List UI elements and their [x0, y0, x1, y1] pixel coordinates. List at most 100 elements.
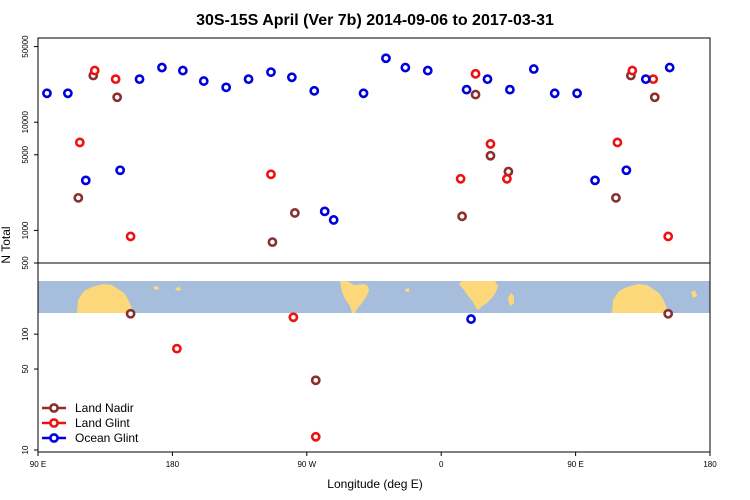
data-point — [42, 88, 52, 99]
data-point — [243, 74, 254, 85]
y-tick-label: 5000 — [21, 145, 30, 163]
data-point — [664, 62, 675, 73]
data-point — [640, 74, 651, 85]
data-point — [549, 88, 560, 99]
legend-label: Ocean Glint — [75, 431, 139, 445]
data-point — [470, 68, 481, 79]
land-shape — [175, 287, 181, 291]
y-tick-label: 1000 — [21, 221, 30, 239]
land-shape — [77, 284, 133, 313]
map-ocean — [38, 281, 710, 313]
data-point — [125, 231, 136, 242]
data-point — [286, 72, 297, 83]
legend-marker — [49, 403, 59, 413]
data-point — [288, 312, 299, 323]
chart-title: 30S-15S April (Ver 7b) 2014-09-06 to 201… — [196, 12, 554, 29]
data-point — [125, 308, 136, 319]
land-shape — [459, 281, 498, 310]
y-tick-label: 50 — [21, 364, 30, 373]
land-shape — [612, 284, 668, 313]
data-point — [381, 53, 391, 64]
data-point — [266, 169, 276, 180]
x-tick-label: 90 E — [30, 460, 46, 469]
data-point — [504, 84, 515, 95]
data-point — [485, 150, 496, 161]
data-point — [89, 65, 100, 76]
data-point — [157, 62, 167, 73]
data-point — [590, 175, 600, 186]
data-point — [627, 65, 638, 76]
data-point — [198, 76, 209, 86]
data-point — [171, 343, 182, 354]
data-point — [663, 231, 674, 242]
data-point — [502, 173, 512, 184]
map-land — [77, 281, 697, 313]
data-point — [266, 67, 276, 78]
land-shape — [691, 290, 697, 298]
data-point — [310, 431, 321, 442]
x-axis-label: Longitude (deg E) — [327, 477, 422, 491]
data-point — [649, 92, 660, 103]
lower-panel-frame — [37, 262, 711, 453]
data-point — [648, 74, 659, 85]
data-point — [528, 64, 539, 74]
x-tick-label: 90 W — [297, 460, 316, 469]
data-point — [485, 139, 496, 149]
lower-points — [125, 308, 674, 442]
data-point — [358, 88, 369, 99]
x-tick-label: 90 E — [567, 460, 583, 469]
data-point — [328, 215, 339, 225]
x-tick-label: 180 — [166, 460, 180, 469]
data-point — [115, 165, 126, 176]
y-tick-label: 100 — [21, 327, 30, 341]
data-point — [611, 192, 621, 203]
y-axis-label: N Total — [0, 226, 13, 263]
legend-marker — [49, 418, 59, 428]
data-point — [221, 82, 232, 93]
land-shape — [508, 293, 514, 306]
x-axis: 90 E 180 90 W 0 90 E 180 — [30, 452, 717, 469]
data-point — [457, 211, 468, 222]
y-tick-label: 10 — [21, 445, 30, 454]
upper-panel-frame — [37, 37, 711, 264]
x-tick-label: 180 — [703, 460, 717, 469]
x-tick-label: 0 — [439, 460, 444, 469]
data-point — [482, 74, 493, 85]
land-shape — [340, 281, 369, 313]
data-point — [267, 237, 278, 248]
land-shape — [153, 286, 159, 290]
data-point — [177, 65, 188, 76]
data-point — [470, 89, 481, 100]
y-tick-label: 500 — [21, 256, 30, 270]
data-point — [73, 192, 84, 203]
data-point — [134, 74, 145, 85]
legend-label: Land Glint — [75, 416, 130, 430]
data-point — [400, 62, 411, 73]
data-point — [319, 206, 330, 217]
data-point — [80, 175, 91, 186]
upper-y-axis: 50000 10000 5000 1000 500 — [21, 35, 38, 270]
data-point — [422, 65, 433, 76]
y-tick-label: 50000 — [21, 35, 30, 58]
data-point — [310, 375, 321, 386]
data-point — [572, 88, 582, 99]
lower-y-axis: 100 50 10 — [21, 327, 38, 454]
map-strip — [38, 281, 710, 313]
legend-label: Land Nadir — [75, 401, 134, 415]
data-point — [455, 173, 466, 184]
data-point — [466, 314, 476, 324]
legend-marker — [49, 433, 59, 443]
land-shape — [405, 288, 409, 292]
data-point — [309, 85, 320, 96]
upper-points — [42, 53, 675, 248]
data-point — [663, 308, 674, 319]
data-point — [461, 84, 472, 95]
data-point — [62, 88, 73, 99]
data-point — [289, 208, 300, 218]
data-point — [621, 165, 632, 176]
data-point — [612, 137, 623, 148]
data-point — [110, 74, 121, 85]
y-tick-label: 10000 — [21, 111, 30, 134]
